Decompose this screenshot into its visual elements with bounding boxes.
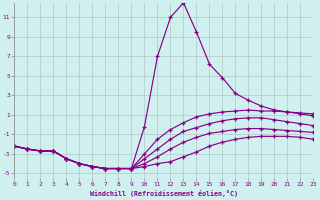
X-axis label: Windchill (Refroidissement éolien,°C): Windchill (Refroidissement éolien,°C): [90, 190, 238, 197]
